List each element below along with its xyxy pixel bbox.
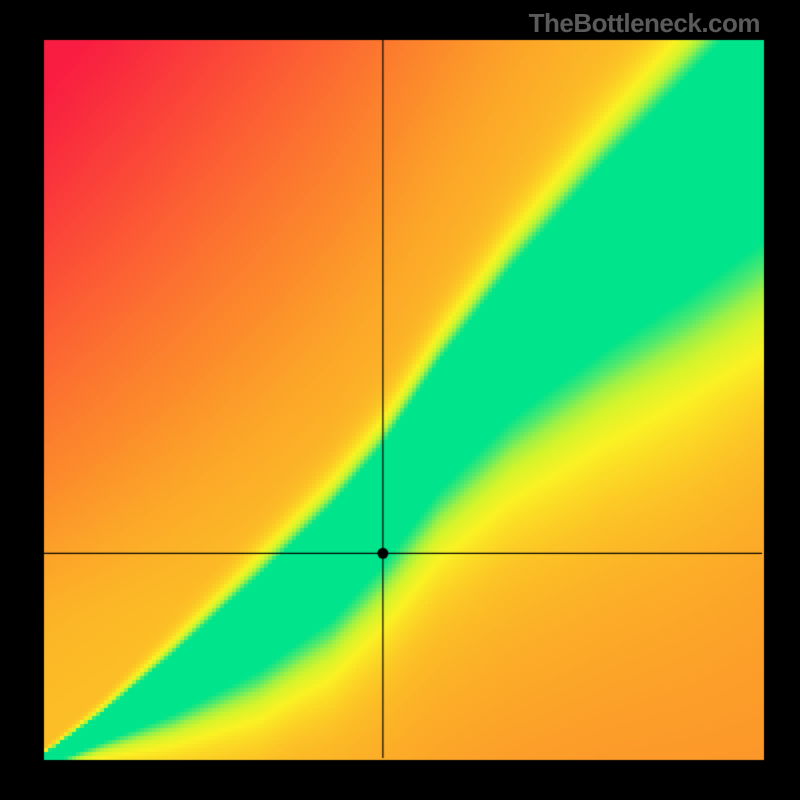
watermark-text: TheBottleneck.com (529, 8, 760, 39)
chart-container: TheBottleneck.com (0, 0, 800, 800)
heatmap-canvas (0, 0, 800, 800)
